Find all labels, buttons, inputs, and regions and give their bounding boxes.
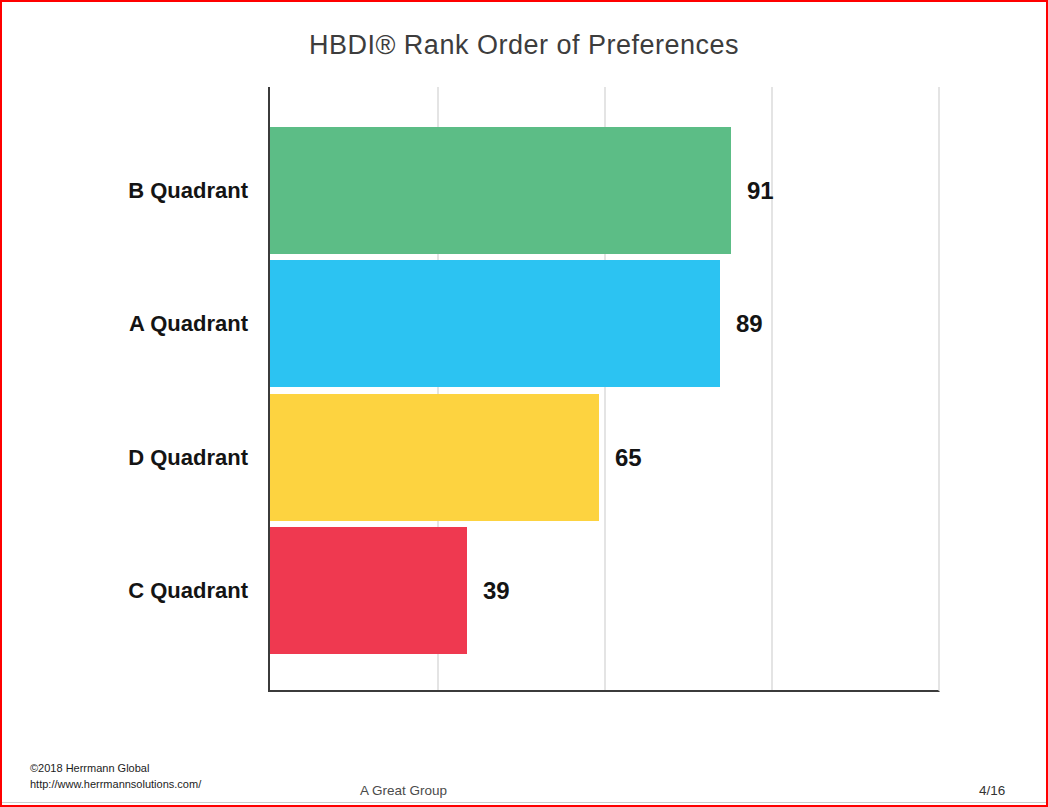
category-label-b-quadrant: B Quadrant — [128, 178, 248, 204]
report-page: HBDI® Rank Order of Preferences B Quadra… — [0, 0, 1048, 807]
category-label-a-quadrant: A Quadrant — [129, 311, 248, 337]
value-label-c-quadrant: 39 — [483, 577, 510, 605]
plot-area: 91 89 65 39 — [268, 87, 940, 692]
category-label-c-quadrant: C Quadrant — [128, 578, 248, 604]
value-label-b-quadrant: 91 — [747, 177, 774, 205]
footer-group-name: A Great Group — [360, 783, 447, 798]
bar-a-quadrant — [270, 260, 720, 387]
category-label-d-quadrant: D Quadrant — [128, 445, 248, 471]
value-label-d-quadrant: 65 — [615, 444, 642, 472]
footer-page-number: 4/16 — [979, 783, 1005, 798]
bar-d-quadrant — [270, 394, 599, 521]
category-axis: B Quadrant A Quadrant D Quadrant C Quadrant — [2, 2, 248, 805]
footer-url: http://www.herrmannsolutions.com/ — [30, 778, 201, 790]
value-label-a-quadrant: 89 — [736, 310, 763, 338]
bar-b-quadrant — [270, 127, 731, 254]
bar-c-quadrant — [270, 527, 467, 654]
footer-copyright: ©2018 Herrmann Global — [30, 762, 149, 774]
footer-rule — [2, 802, 1046, 803]
